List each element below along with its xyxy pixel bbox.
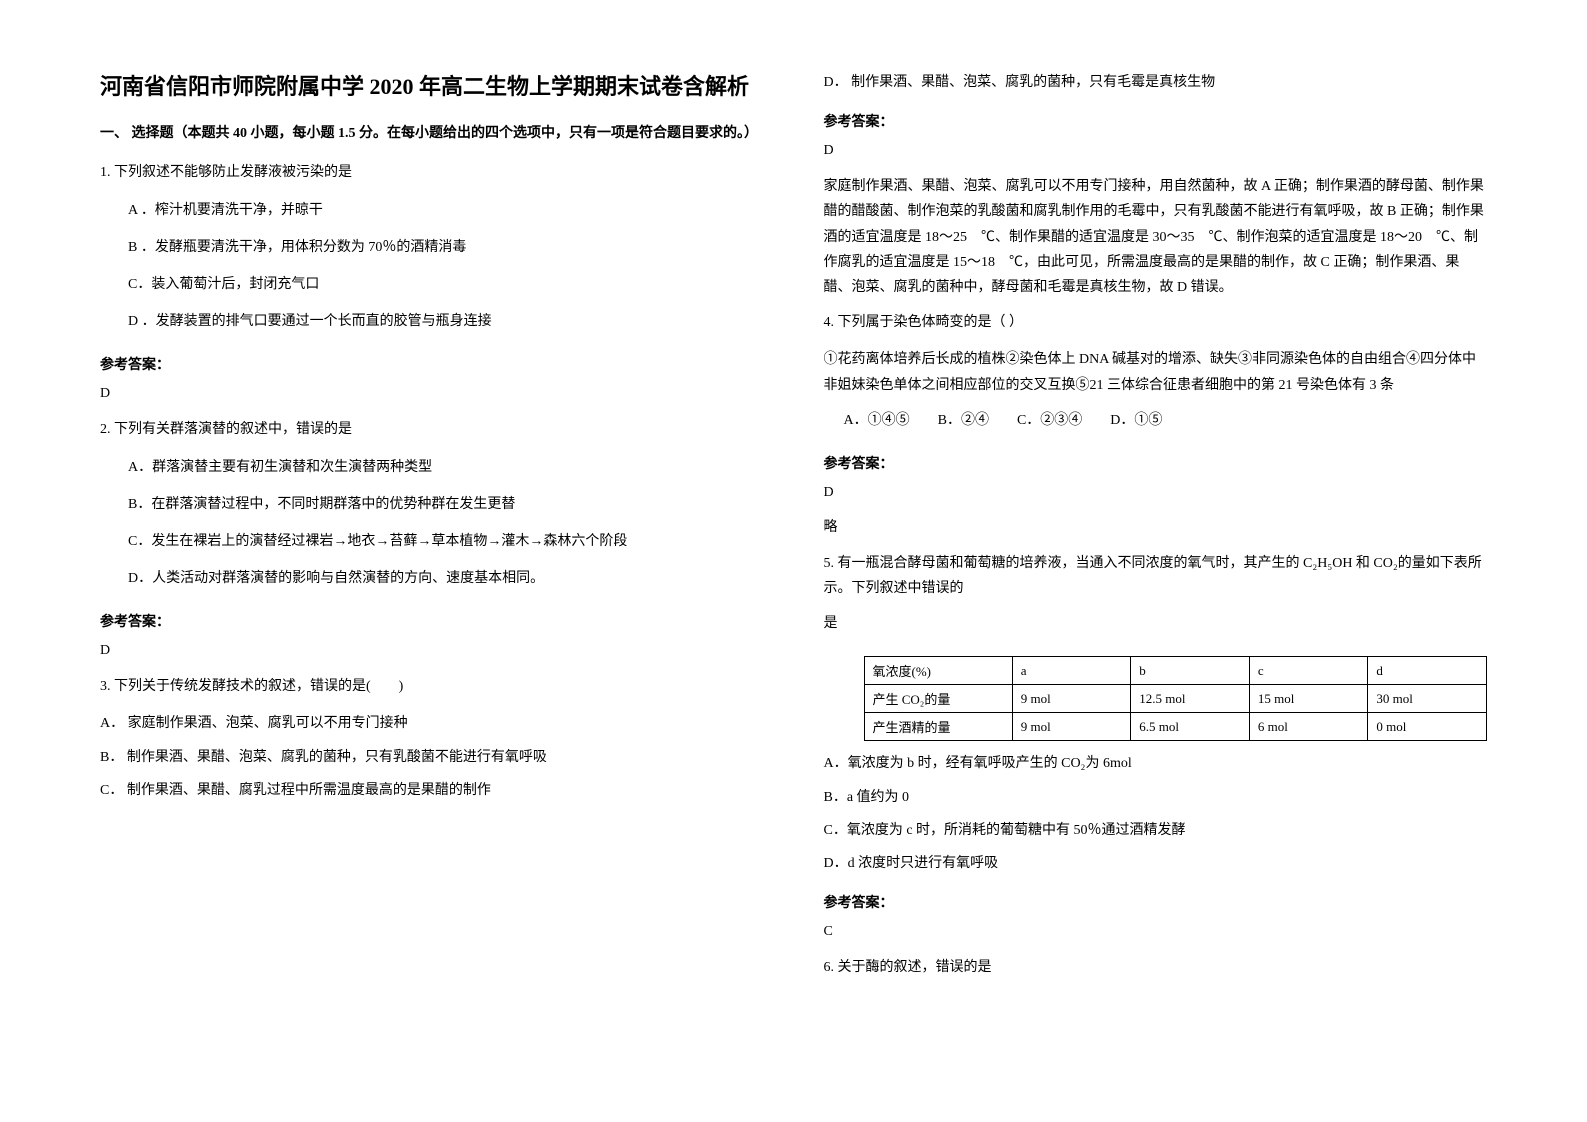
q4-text: 4. 下列属于染色体畸变的是（ ） <box>824 310 1488 335</box>
q5-opt-a: A．氧浓度为 b 时，经有氧呼吸产生的 CO₂为 6mol <box>824 751 1488 776</box>
q1-opt-c: C．装入葡萄汁后，封闭充气口 <box>128 272 764 297</box>
q3-explanation: 家庭制作果酒、果醋、泡菜、腐乳可以不用专门接种，用自然菌种，故 A 正确；制作果… <box>824 174 1488 300</box>
table-row: 产生酒精的量 9 mol 6.5 mol 6 mol 0 mol <box>864 713 1487 741</box>
q1-opt-a: A ．榨汁机要清洗干净，并晾干 <box>128 198 764 223</box>
td-r1-0: 产生酒精的量 <box>864 713 1012 741</box>
q1-opt-d: D ．发酵装置的排气口要通过一个长而直的胶管与瓶身连接 <box>128 309 764 334</box>
q4-detail: ①花药离体培养后长成的植株②染色体上 DNA 碱基对的增添、缺失③非同源染色体的… <box>824 347 1488 397</box>
q3-answer-label: 参考答案： <box>824 111 1488 131</box>
th-2: b <box>1131 657 1250 685</box>
q5-opt-b: B．a 值约为 0 <box>824 785 1488 810</box>
q2-opt-a: A．群落演替主要有初生演替和次生演替两种类型 <box>128 455 764 480</box>
q5-opt-d: D．d 浓度时只进行有氧呼吸 <box>824 851 1488 876</box>
q4-opts: A．①④⑤ B．②④ C．②③④ D．①⑤ <box>844 408 1488 433</box>
q2-answer: D <box>100 643 764 659</box>
q2-answer-label: 参考答案： <box>100 611 764 631</box>
q2-opt-b: B．在群落演替过程中，不同时期群落中的优势种群在发生更替 <box>128 492 764 517</box>
q1-answer: D <box>100 386 764 402</box>
th-3: c <box>1249 657 1368 685</box>
q3-opt-d: D． 制作果酒、果醋、泡菜、腐乳的菌种，只有毛霉是真核生物 <box>824 70 1488 95</box>
th-0: 氧浓度(%) <box>864 657 1012 685</box>
document-title: 河南省信阳市师院附属中学 2020 年高二生物上学期期末试卷含解析 <box>100 70 764 103</box>
q1-opt-b: B ．发酵瓶要清洗干净，用体积分数为 70％的酒精消毒 <box>128 235 764 260</box>
th-1: a <box>1012 657 1131 685</box>
right-column: D． 制作果酒、果醋、泡菜、腐乳的菌种，只有毛霉是真核生物 参考答案： D 家庭… <box>824 70 1488 1052</box>
q2-opt-d: D．人类活动对群落演替的影响与自然演替的方向、速度基本相同。 <box>128 566 764 591</box>
td-r1-2: 6.5 mol <box>1131 713 1250 741</box>
td-r0-0: 产生 CO₂的量 <box>864 685 1012 713</box>
q2-opt-c: C．发生在裸岩上的演替经过裸岩→地衣→苔藓→草本植物→灌木→森林六个阶段 <box>128 529 764 554</box>
q2-text: 2. 下列有关群落演替的叙述中，错误的是 <box>100 417 764 442</box>
q3-opt-c: C． 制作果酒、果醋、腐乳过程中所需温度最高的是果醋的制作 <box>100 778 764 803</box>
q6-text: 6. 关于酶的叙述，错误的是 <box>824 955 1488 980</box>
q5-answer: C <box>824 924 1488 940</box>
td-r1-3: 6 mol <box>1249 713 1368 741</box>
th-4: d <box>1368 657 1487 685</box>
q5-text: 5. 有一瓶混合酵母菌和葡萄糖的培养液，当通入不同浓度的氧气时，其产生的 C₂H… <box>824 551 1488 601</box>
q4-answer: D <box>824 485 1488 501</box>
td-r1-1: 9 mol <box>1012 713 1131 741</box>
q3-opt-b: B． 制作果酒、果醋、泡菜、腐乳的菌种，只有乳酸菌不能进行有氧呼吸 <box>100 745 764 770</box>
q3-opt-a: A． 家庭制作果酒、泡菜、腐乳可以不用专门接种 <box>100 711 764 736</box>
q4-note: 略 <box>824 516 1488 536</box>
q5-table: 氧浓度(%) a b c d 产生 CO₂的量 9 mol 12.5 mol 1… <box>864 656 1488 741</box>
q3-answer: D <box>824 143 1488 159</box>
td-r0-3: 15 mol <box>1249 685 1368 713</box>
section-header: 一、 选择题（本题共 40 小题，每小题 1.5 分。在每小题给出的四个选项中，… <box>100 123 764 145</box>
q1-text: 1. 下列叙述不能够防止发酵液被污染的是 <box>100 160 764 185</box>
q5-answer-label: 参考答案： <box>824 892 1488 912</box>
td-r0-4: 30 mol <box>1368 685 1487 713</box>
td-r1-4: 0 mol <box>1368 713 1487 741</box>
q3-text: 3. 下列关于传统发酵技术的叙述，错误的是( ) <box>100 674 764 699</box>
q1-answer-label: 参考答案： <box>100 354 764 374</box>
q4-answer-label: 参考答案： <box>824 453 1488 473</box>
left-column: 河南省信阳市师院附属中学 2020 年高二生物上学期期末试卷含解析 一、 选择题… <box>100 70 764 1052</box>
q5-text2: 是 <box>824 611 1488 636</box>
table-header-row: 氧浓度(%) a b c d <box>864 657 1487 685</box>
td-r0-2: 12.5 mol <box>1131 685 1250 713</box>
q5-opt-c: C．氧浓度为 c 时，所消耗的葡萄糖中有 50％通过酒精发酵 <box>824 818 1488 843</box>
table-row: 产生 CO₂的量 9 mol 12.5 mol 15 mol 30 mol <box>864 685 1487 713</box>
td-r0-1: 9 mol <box>1012 685 1131 713</box>
